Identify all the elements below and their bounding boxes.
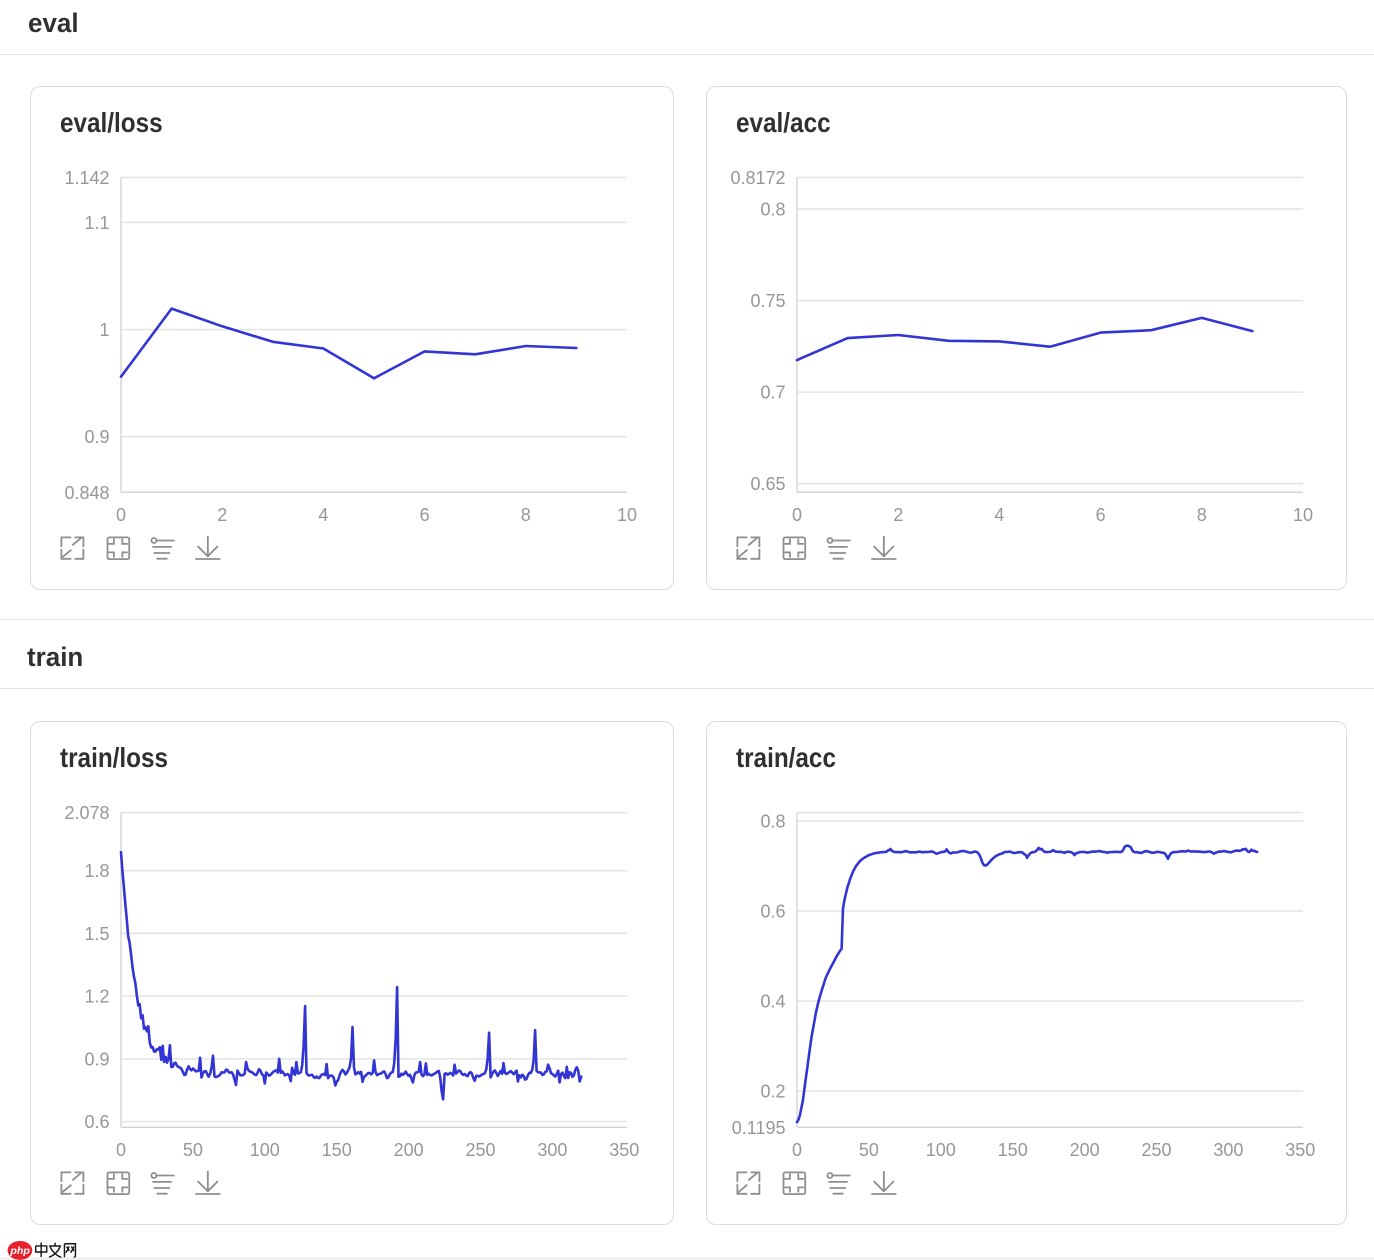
svg-text:1.2: 1.2 — [84, 986, 109, 1006]
svg-text:1: 1 — [99, 320, 109, 340]
svg-text:200: 200 — [1069, 1140, 1099, 1160]
svg-text:4: 4 — [318, 505, 328, 525]
svg-text:0: 0 — [791, 505, 801, 525]
svg-text:0.6: 0.6 — [84, 1112, 109, 1132]
svg-text:200: 200 — [394, 1140, 424, 1160]
svg-text:0.75: 0.75 — [750, 291, 785, 311]
svg-text:4: 4 — [994, 505, 1004, 525]
svg-text:0.9: 0.9 — [84, 427, 109, 447]
svg-text:100: 100 — [250, 1140, 280, 1160]
svg-text:0.65: 0.65 — [750, 474, 785, 494]
svg-text:0.7: 0.7 — [760, 383, 785, 403]
svg-text:0: 0 — [116, 505, 126, 525]
svg-text:0.2: 0.2 — [760, 1081, 785, 1101]
svg-text:8: 8 — [521, 505, 531, 525]
svg-text:0.4: 0.4 — [760, 991, 785, 1011]
svg-text:php: php — [9, 1245, 30, 1257]
svg-text:50: 50 — [858, 1140, 878, 1160]
svg-text:0.8: 0.8 — [760, 811, 785, 831]
svg-text:250: 250 — [1141, 1140, 1171, 1160]
svg-text:2: 2 — [893, 505, 903, 525]
svg-text:0.848: 0.848 — [64, 483, 109, 503]
svg-text:2.078: 2.078 — [64, 803, 109, 823]
svg-text:6: 6 — [1095, 505, 1105, 525]
svg-text:150: 150 — [322, 1140, 352, 1160]
svg-text:0.8: 0.8 — [760, 199, 785, 219]
svg-text:0.9: 0.9 — [84, 1049, 109, 1069]
svg-text:6: 6 — [420, 505, 430, 525]
svg-text:8: 8 — [1196, 505, 1206, 525]
svg-text:0.6: 0.6 — [760, 901, 785, 921]
svg-text:10: 10 — [617, 505, 637, 525]
svg-text:10: 10 — [1292, 505, 1312, 525]
svg-text:1.5: 1.5 — [84, 923, 109, 943]
svg-text:1.8: 1.8 — [84, 861, 109, 881]
svg-text:100: 100 — [925, 1140, 955, 1160]
svg-text:1.142: 1.142 — [64, 168, 109, 188]
svg-text:300: 300 — [1213, 1140, 1243, 1160]
svg-text:0: 0 — [116, 1140, 126, 1160]
svg-text:0.1195: 0.1195 — [731, 1117, 785, 1137]
svg-text:2: 2 — [217, 505, 227, 525]
svg-text:1.1: 1.1 — [84, 213, 109, 233]
svg-text:150: 150 — [997, 1140, 1027, 1160]
svg-text:350: 350 — [609, 1140, 639, 1160]
svg-text:300: 300 — [537, 1140, 567, 1160]
svg-text:0: 0 — [791, 1140, 801, 1160]
svg-text:50: 50 — [183, 1140, 203, 1160]
svg-text:0.8172: 0.8172 — [730, 168, 785, 188]
svg-text:350: 350 — [1285, 1140, 1315, 1160]
svg-text:250: 250 — [465, 1140, 495, 1160]
